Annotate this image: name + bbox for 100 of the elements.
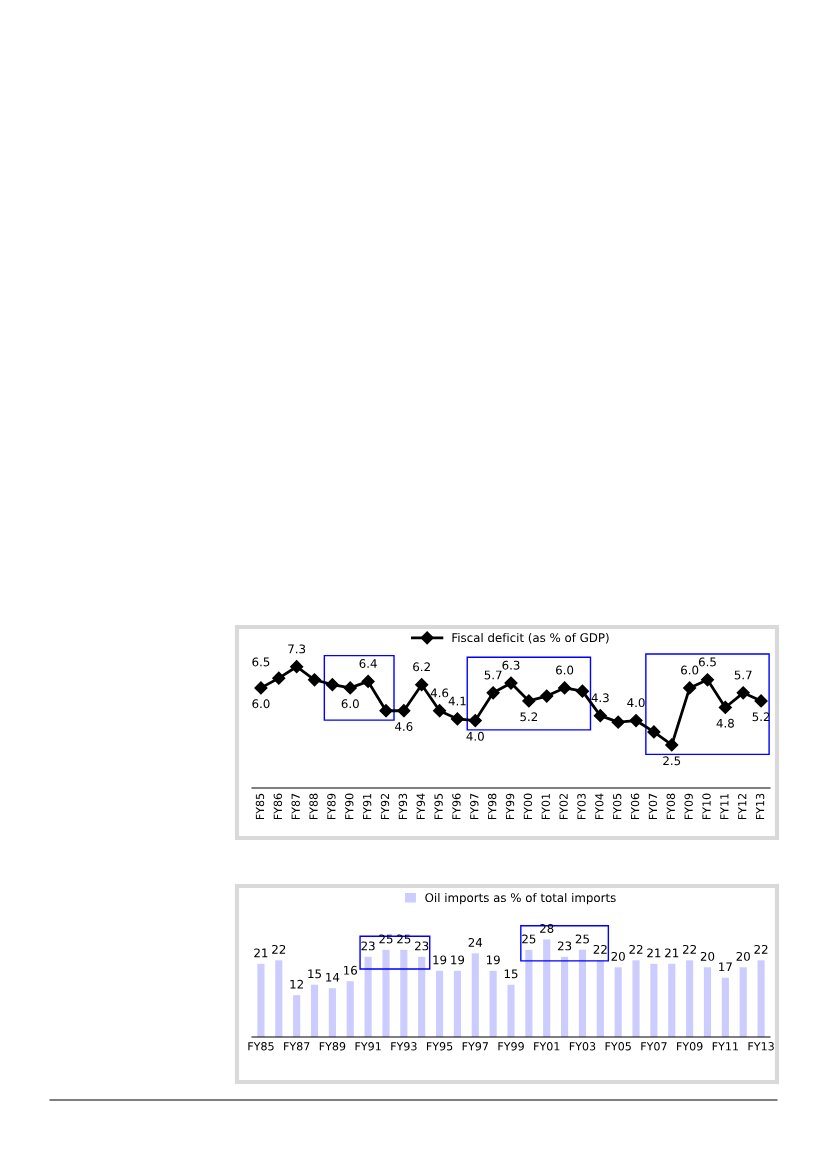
bar [310,984,319,1037]
bar [275,960,283,1037]
data-label: 6.0 [252,699,270,709]
x-tick-label: FY91 [355,1042,381,1051]
data-label: 24 [468,937,483,947]
data-label: 4.3 [591,693,609,703]
bar [543,939,551,1037]
point [272,671,286,685]
x-tick-label: FY99 [498,1042,524,1051]
x-tick-label: FY03 [577,793,586,820]
data-label: 22 [682,944,696,954]
point [647,725,661,739]
x-tick-label: FY09 [684,793,693,820]
bar [400,949,408,1037]
bar [257,963,265,1037]
point [665,738,679,752]
data-label: 23 [415,941,429,951]
bar [614,967,622,1037]
point [325,678,339,692]
x-tick-label: FY13 [755,793,765,820]
x-tick-label: FY95 [426,1042,453,1051]
bar [525,949,533,1037]
x-tick-label: FY11 [720,793,729,820]
x-tick-label: FY09 [677,1042,703,1051]
point [254,681,268,695]
data-label: 19 [486,955,500,965]
x-tick-label: FY85 [255,793,265,820]
point [683,681,697,695]
bar [668,963,676,1037]
data-label: 20 [611,951,625,961]
x-tick-label: FY91 [362,793,372,820]
point [700,673,715,687]
data-label: 4.6 [395,722,413,731]
data-label: 19 [451,955,465,965]
annotation: 6.5 [252,657,270,667]
bar [346,981,354,1037]
data-label: 6.0 [341,699,359,709]
bar [632,960,640,1037]
point [343,681,357,695]
bar [471,953,479,1037]
point [290,660,304,674]
data-label: 20 [736,951,750,961]
point [397,704,411,718]
data-label: 6.0 [681,665,699,675]
point [736,686,750,700]
data-label: 5.7 [734,670,752,680]
x-tick-label: FY00 [523,793,533,820]
data-label: 7.3 [288,644,306,654]
x-tick-label: FY01 [541,793,550,820]
data-label: 22 [629,944,643,954]
x-tick-label: FY93 [398,793,408,820]
data-label: 22 [272,944,286,954]
x-tick-label: FY98 [487,793,497,820]
x-tick-label: FY93 [391,1042,417,1051]
data-label: 25 [575,934,589,944]
data-label: 6.3 [502,660,520,670]
data-label: 19 [433,955,447,965]
data-label: 4.0 [466,731,484,741]
data-label: 21 [254,948,268,958]
x-tick-label: FY95 [434,793,443,820]
point [754,694,768,708]
x-tick-label: FY10 [702,793,711,820]
data-label: 21 [665,948,679,958]
point [486,686,500,700]
data-label: 6.0 [556,665,574,675]
bar [757,960,765,1037]
point [468,713,482,728]
bar [293,995,301,1037]
x-tick-label: FY04 [595,793,604,820]
point [540,689,554,703]
x-tick-label: FY97 [462,1042,488,1051]
x-tick-label: FY13 [748,1042,774,1051]
data-label: 6.5 [698,657,716,667]
point [432,704,447,718]
point [718,700,732,715]
x-tick-label: FY86 [273,793,283,820]
bar [435,970,444,1037]
point [450,712,465,726]
data-label: 4.8 [716,718,734,728]
x-tick-label: FY96 [452,793,461,820]
bar [578,949,587,1037]
x-tick-label: FY92 [380,793,390,820]
data-label: 22 [593,944,607,954]
bar [453,970,461,1037]
data-label: 14 [326,972,340,982]
point [611,715,625,729]
point [415,678,429,692]
x-tick-label: FY07 [641,1042,667,1051]
x-tick-label: FY02 [559,793,568,820]
bar [703,967,712,1037]
data-label: 17 [719,962,732,972]
data-label: 5.7 [484,670,502,680]
bar [561,956,569,1037]
x-tick-label: FY94 [416,793,425,820]
bar [489,970,497,1037]
data-label: 2.5 [663,756,681,766]
x-tick-label: FY06 [630,793,640,820]
point [361,674,375,688]
data-label: 4.1 [448,696,466,706]
point [593,709,607,723]
